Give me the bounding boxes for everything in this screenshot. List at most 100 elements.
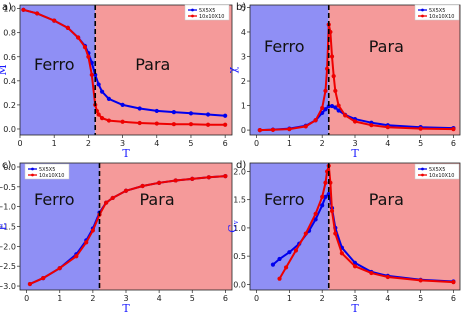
legend-entry: 10x10X10 bbox=[39, 173, 64, 179]
data-point bbox=[137, 120, 142, 126]
y-axis-label: M bbox=[0, 64, 9, 75]
legend-marker bbox=[421, 167, 424, 171]
data-point bbox=[173, 178, 178, 183]
data-point bbox=[65, 25, 70, 30]
ferro-label: Ferro bbox=[34, 190, 74, 209]
data-point bbox=[171, 110, 176, 115]
data-point bbox=[293, 248, 299, 253]
data-point bbox=[352, 264, 358, 269]
x-tick-label: 2 bbox=[320, 139, 325, 148]
data-point bbox=[283, 265, 289, 270]
axes-frame bbox=[19, 4, 233, 136]
para-region bbox=[99, 163, 232, 290]
data-point bbox=[154, 108, 159, 114]
x-tick-label: 3 bbox=[123, 294, 128, 303]
para-label: Para bbox=[369, 37, 404, 56]
legend-entry: 10x10X10 bbox=[429, 173, 454, 179]
y-tick-label: 0.4 bbox=[3, 77, 16, 86]
data-point bbox=[74, 254, 79, 259]
legend-entry: 10x10X10 bbox=[429, 14, 454, 20]
x-tick-label: 0 bbox=[17, 139, 22, 148]
x-tick-label: 1 bbox=[287, 294, 292, 303]
data-point bbox=[27, 281, 33, 287]
data-point bbox=[205, 122, 211, 127]
data-point bbox=[329, 208, 335, 214]
legend-entry: 5X5X5 bbox=[199, 8, 215, 14]
x-tick-label: 3 bbox=[352, 294, 357, 303]
y-tick-label: 1 bbox=[241, 102, 246, 111]
panel-4: Ferro Para 0 1 2 3 4 5 6 0.0 0.5 1.0 1.5 2.0 T Cv d) 5X5X… bbox=[226, 160, 461, 315]
para-label: Para bbox=[135, 55, 170, 74]
data-point bbox=[323, 88, 328, 93]
data-point bbox=[323, 180, 328, 185]
data-point bbox=[329, 54, 335, 59]
y-tick-label: 5 bbox=[241, 3, 246, 12]
data-point bbox=[137, 106, 142, 111]
data-point bbox=[154, 121, 159, 126]
data-point bbox=[190, 176, 195, 181]
ferro-region bbox=[20, 163, 100, 290]
legend-entry: 5X5X5 bbox=[429, 167, 445, 173]
data-point bbox=[323, 194, 328, 199]
data-point bbox=[206, 175, 211, 180]
legend-marker bbox=[191, 8, 194, 12]
x-tick-label: 2 bbox=[320, 294, 325, 303]
data-point bbox=[320, 105, 325, 111]
y-tick-label: 2.0 bbox=[233, 167, 246, 176]
data-point bbox=[223, 113, 228, 118]
x-tick-label: 5 bbox=[188, 139, 193, 148]
data-point bbox=[313, 217, 318, 222]
legend-entry: 10x10X10 bbox=[199, 14, 224, 20]
ferro-label: Ferro bbox=[34, 55, 74, 74]
data-point bbox=[277, 256, 282, 262]
data-point bbox=[41, 275, 46, 281]
data-point bbox=[270, 127, 276, 132]
data-point bbox=[333, 88, 338, 93]
data-point bbox=[333, 231, 338, 236]
y-tick-label: 4 bbox=[241, 28, 246, 37]
x-tick-label: 0 bbox=[254, 139, 259, 148]
series-line-2 bbox=[29, 175, 226, 285]
plot-area bbox=[270, 163, 456, 285]
data-point bbox=[451, 127, 456, 132]
y-tick-label: 2 bbox=[241, 77, 246, 86]
data-point bbox=[418, 126, 423, 131]
legend-entry: 5X5X5 bbox=[429, 8, 445, 14]
panel-1: Ferro Para 0 1 2 3 4 5 6 0.0 0.2 0.4 0.6 0.8 1.0 T Ma) 5X… bbox=[0, 2, 233, 160]
data-point bbox=[223, 173, 228, 179]
data-point bbox=[326, 191, 331, 197]
data-point bbox=[82, 45, 88, 50]
data-point bbox=[89, 72, 94, 77]
panel-label: a) bbox=[2, 2, 12, 13]
y-tick-label: 0.0 bbox=[3, 163, 16, 172]
x-axis-label: T bbox=[351, 147, 359, 160]
data-point bbox=[329, 103, 335, 109]
x-tick-label: 3 bbox=[352, 139, 357, 148]
y-tick-label: 0.0 bbox=[3, 125, 16, 134]
data-point bbox=[99, 89, 105, 94]
x-tick-label: 2 bbox=[90, 294, 95, 303]
data-point bbox=[320, 203, 325, 208]
x-tick-label: 4 bbox=[154, 139, 159, 148]
data-point bbox=[99, 116, 105, 121]
data-point bbox=[90, 228, 95, 233]
plot-area bbox=[21, 7, 228, 127]
y-axis-label: Cv bbox=[226, 220, 240, 232]
data-point bbox=[303, 124, 308, 129]
legend-marker bbox=[31, 167, 34, 171]
ferro-region bbox=[250, 5, 329, 135]
x-tick-label: 3 bbox=[120, 139, 125, 148]
x-tick-label: 5 bbox=[418, 294, 423, 303]
para-label: Para bbox=[369, 190, 404, 209]
data-point bbox=[287, 127, 292, 132]
data-point bbox=[93, 72, 98, 77]
data-point bbox=[418, 278, 423, 283]
data-point bbox=[223, 122, 228, 127]
data-point bbox=[385, 274, 390, 280]
data-point bbox=[157, 180, 162, 185]
